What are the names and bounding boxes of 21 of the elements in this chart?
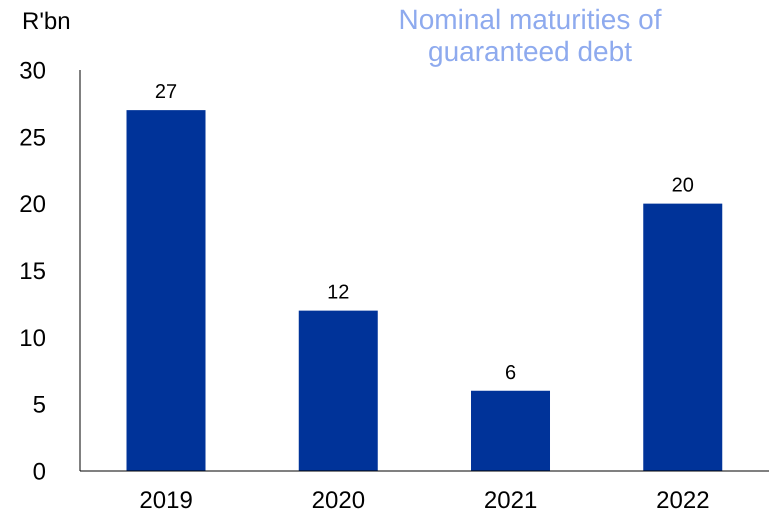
y-tick-label: 10 xyxy=(19,324,46,352)
y-tick-label: 20 xyxy=(19,191,46,218)
x-tick-label: 2022 xyxy=(656,487,710,514)
chart-title: Nominal maturities of guaranteed debt xyxy=(398,4,662,68)
bar xyxy=(126,110,206,471)
bar xyxy=(298,310,378,471)
bar xyxy=(471,390,550,471)
data-label: 27 xyxy=(154,81,178,104)
data-label: 12 xyxy=(327,282,350,304)
x-tick-label: 2021 xyxy=(484,487,538,514)
data-label: 6 xyxy=(504,362,516,384)
data-label: 20 xyxy=(672,174,694,197)
y-tick-label: 15 xyxy=(19,258,46,286)
x-tick-label: 2019 xyxy=(139,487,193,514)
y-tick-label: 5 xyxy=(32,392,46,419)
bar xyxy=(643,204,722,471)
y-tick-label: 0 xyxy=(32,458,46,486)
y-tick-label: 25 xyxy=(19,124,46,152)
x-tick-label: 2020 xyxy=(312,487,366,514)
y-tick-label: 30 xyxy=(19,58,46,85)
y-axis-title: R'bn xyxy=(22,8,71,36)
